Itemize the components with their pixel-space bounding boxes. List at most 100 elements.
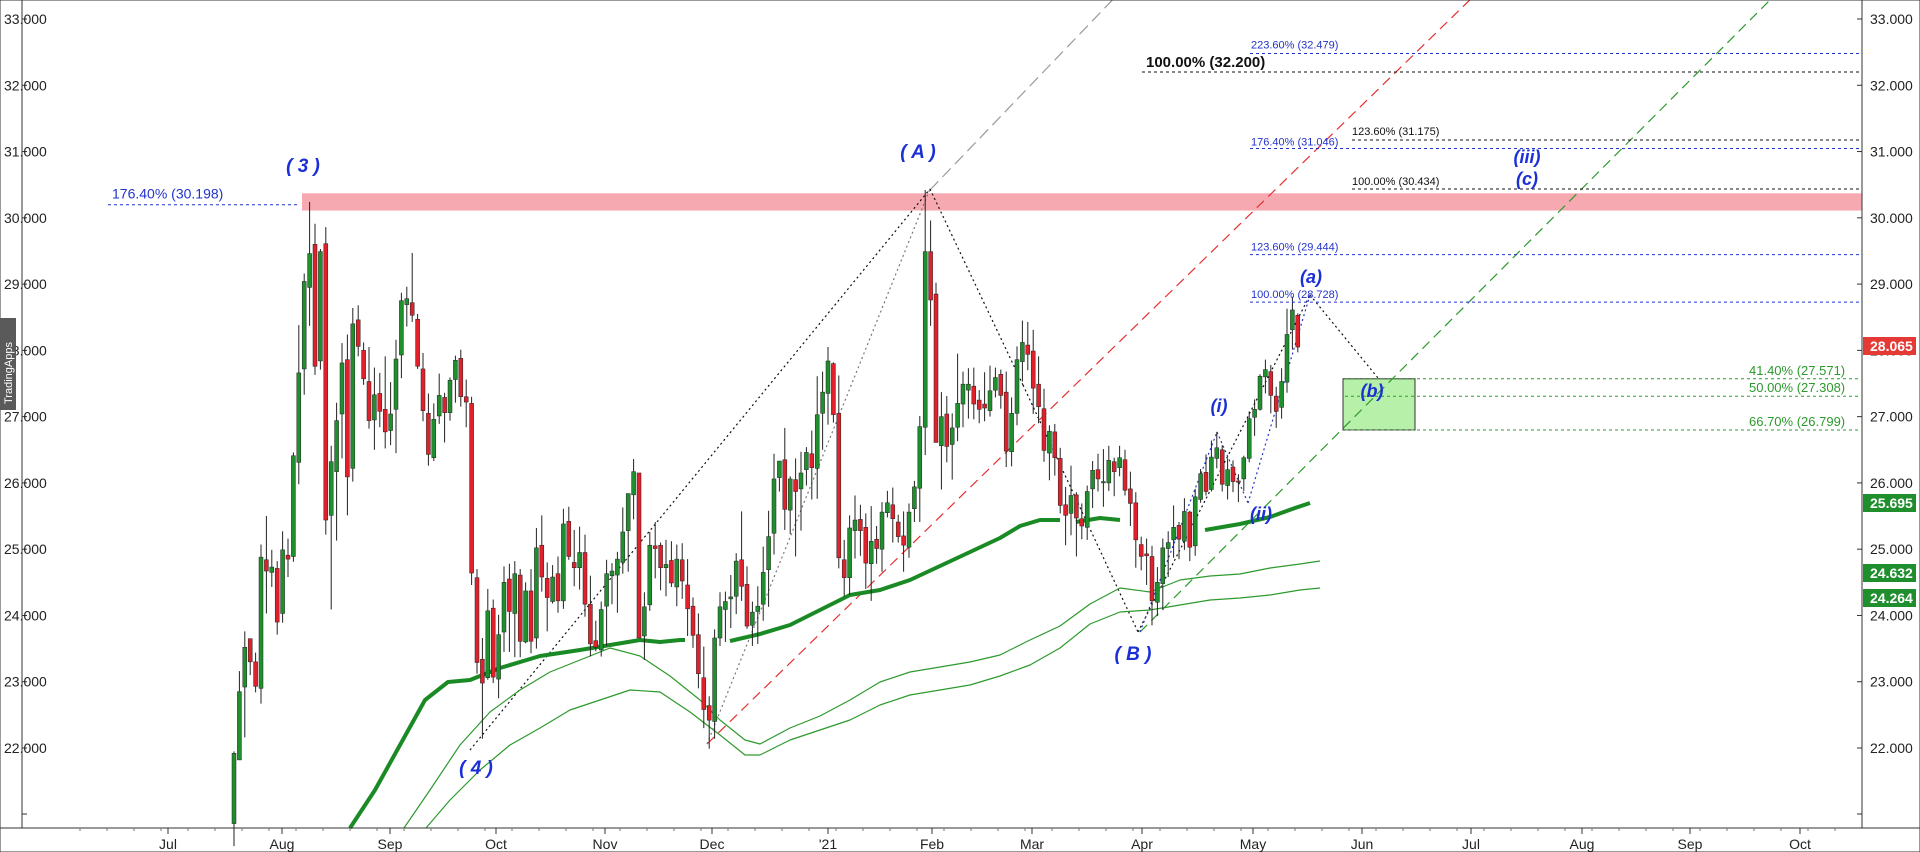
candle-down bbox=[323, 243, 329, 521]
candle-down bbox=[539, 544, 545, 578]
candle-up bbox=[550, 576, 555, 602]
candle-down bbox=[744, 584, 750, 627]
candle-up bbox=[733, 560, 739, 597]
candle-up bbox=[847, 527, 852, 578]
candle-down bbox=[1149, 556, 1155, 602]
candle-up bbox=[399, 300, 404, 356]
candle-down bbox=[253, 661, 258, 687]
y-tick-label-right: 33.000 bbox=[1870, 11, 1913, 27]
candle-down bbox=[1079, 518, 1085, 527]
candle-up bbox=[307, 253, 312, 288]
candle-up bbox=[447, 379, 453, 413]
candle-up bbox=[777, 460, 782, 478]
candle-down bbox=[264, 559, 269, 572]
candle-down bbox=[1111, 461, 1117, 472]
candle-down bbox=[1122, 459, 1128, 491]
candle-down bbox=[593, 640, 599, 648]
wave-label: (b) bbox=[1361, 381, 1384, 401]
candle-up bbox=[269, 566, 275, 573]
candle-up bbox=[647, 544, 653, 606]
gray-projection-line bbox=[929, 0, 1114, 191]
candle-down bbox=[1041, 408, 1047, 451]
candle-down bbox=[1074, 494, 1079, 519]
candle-up bbox=[852, 519, 858, 531]
candle-down bbox=[544, 578, 550, 598]
fib-level-label: 223.60% (32.479) bbox=[1251, 40, 1338, 52]
candle-down bbox=[685, 584, 690, 610]
trendlines-layer bbox=[469, 0, 1771, 751]
candle-down bbox=[739, 559, 744, 587]
candle-down bbox=[901, 535, 906, 546]
candle-up bbox=[917, 426, 923, 489]
zones-layer bbox=[302, 193, 1862, 431]
candle-down bbox=[1219, 449, 1225, 485]
price-badge-label: 28.065 bbox=[1870, 338, 1913, 354]
candle-down bbox=[928, 251, 933, 301]
candle-down bbox=[555, 573, 561, 602]
fib-level-label: 50.00% (27.308) bbox=[1749, 380, 1845, 395]
y-tick-label-left: 26.000 bbox=[4, 475, 47, 491]
x-tick-label: Apr bbox=[1131, 836, 1153, 852]
wave-label: ( B ) bbox=[1115, 644, 1152, 665]
red-trendline bbox=[706, 0, 1471, 745]
candle-up bbox=[642, 606, 647, 637]
candle-down bbox=[426, 413, 431, 455]
x-tick-label: Jul bbox=[1462, 836, 1480, 852]
candle-up bbox=[966, 383, 971, 391]
candle-up bbox=[825, 360, 831, 394]
candle-down bbox=[1236, 480, 1241, 483]
candle-down bbox=[836, 413, 842, 559]
candle-up bbox=[750, 611, 755, 626]
candle-up bbox=[766, 536, 771, 570]
candle-down bbox=[863, 527, 869, 564]
candle-down bbox=[971, 385, 977, 405]
candle-up bbox=[939, 416, 944, 447]
candle-up bbox=[318, 251, 323, 362]
candle-down bbox=[858, 519, 863, 531]
moving-averages-layer bbox=[348, 501, 1321, 830]
candle-down bbox=[345, 359, 350, 478]
x-tick-label: Sep bbox=[1678, 836, 1703, 852]
y-tick-label-left: 30.000 bbox=[4, 210, 47, 226]
candle-up bbox=[237, 691, 242, 761]
candle-up bbox=[431, 419, 437, 458]
candle-down bbox=[442, 397, 447, 413]
candle-down bbox=[933, 293, 939, 443]
fib-level-label: 100.00% (32.200) bbox=[1146, 54, 1265, 71]
y-tick-label-right: 24.000 bbox=[1870, 607, 1913, 623]
wave-label: (i) bbox=[1211, 396, 1228, 416]
resistance-zone bbox=[302, 193, 1862, 211]
candle-up bbox=[388, 413, 393, 431]
candle-up bbox=[949, 427, 955, 445]
candle-down bbox=[1187, 511, 1193, 548]
candle-down bbox=[480, 658, 485, 684]
y-tick-label-right: 25.000 bbox=[1870, 541, 1913, 557]
x-tick-label: Mar bbox=[1020, 836, 1044, 852]
candle-up bbox=[798, 472, 804, 490]
candle-down bbox=[809, 453, 815, 468]
candle-up bbox=[760, 572, 766, 605]
candle-up bbox=[296, 372, 302, 463]
candle-down bbox=[1138, 544, 1144, 557]
candle-down bbox=[658, 544, 663, 568]
y-tick-label-right: 23.000 bbox=[1870, 674, 1913, 690]
wave-label: (a) bbox=[1300, 267, 1322, 287]
candle-up bbox=[1090, 470, 1095, 490]
candle-up bbox=[280, 549, 285, 614]
candle-down bbox=[566, 521, 572, 557]
candle-down bbox=[1268, 371, 1274, 396]
price-badge bbox=[1863, 337, 1916, 355]
candle-up bbox=[1084, 491, 1090, 528]
candle-up bbox=[1106, 460, 1112, 484]
y-tick-label-left: 27.000 bbox=[4, 409, 47, 425]
y-tick-label-left: 31.000 bbox=[4, 144, 47, 160]
candle-down bbox=[998, 373, 1004, 396]
candle-down bbox=[463, 396, 469, 403]
fibonacci-layer: 176.40% (30.198) 223.60% (32.479) 100.00% … bbox=[108, 40, 1859, 431]
candle-up bbox=[604, 573, 609, 607]
candle-down bbox=[458, 358, 464, 398]
watermark-tab bbox=[0, 318, 16, 410]
candle-up bbox=[1117, 457, 1122, 468]
x-tick-label: Oct bbox=[1789, 836, 1811, 852]
